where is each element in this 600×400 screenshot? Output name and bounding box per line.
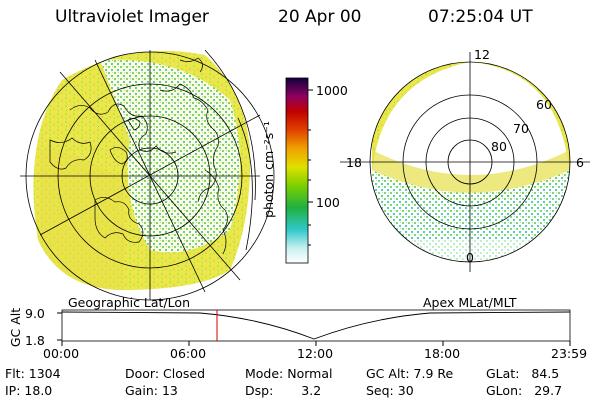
colorbar-unit-label: photon cm⁻²s⁻¹	[260, 121, 276, 218]
polar-image	[340, 52, 590, 272]
glat-field: GLat: 84.5	[486, 366, 559, 381]
gain-field: Gain: 13	[125, 383, 178, 398]
glon-label: GLon:	[486, 383, 523, 398]
seq-field: Seq: 30	[366, 383, 414, 398]
altitude-tick-low: 1.8	[25, 333, 45, 348]
time-label: 07:25:04 UT	[428, 7, 533, 27]
time-tick-0600: 06:00	[170, 346, 207, 361]
door-label: Door:	[125, 366, 160, 381]
gain-label: Gain:	[125, 383, 158, 398]
mode-field: Mode: Normal	[245, 366, 333, 381]
colorbar-tick-100: 100	[316, 195, 340, 210]
instrument-title: Ultraviolet Imager	[55, 7, 209, 27]
time-tick-1200: 12:00	[297, 346, 334, 361]
time-tick-1800: 18:00	[424, 346, 461, 361]
gc-alt-label: GC Alt:	[366, 366, 410, 381]
gc-alt-field: GC Alt: 7.9 Re	[366, 366, 453, 381]
left-panel-label: Geographic Lat/Lon	[68, 295, 190, 310]
altitude-plot	[57, 309, 571, 346]
mlt-label-0: 0	[466, 250, 474, 265]
date-label: 20 Apr 00	[278, 7, 362, 27]
ip-label: IP:	[5, 383, 21, 398]
time-tick-2359: 23:59	[551, 346, 588, 361]
gc-alt-value: 7.9 Re	[413, 366, 454, 381]
time-tick-0000: 00:00	[43, 346, 80, 361]
ip-field: IP: 18.0	[5, 383, 52, 398]
mlat-label-60: 60	[536, 97, 552, 112]
mlt-label-12: 12	[474, 47, 490, 62]
glon-field: GLon: 29.7	[486, 383, 562, 398]
ip-value: 18.0	[24, 383, 53, 398]
mlt-label-6: 6	[576, 155, 584, 170]
colorbar	[285, 77, 313, 264]
door-value: Closed	[163, 366, 206, 381]
colorbar-tick-1000: 1000	[316, 83, 348, 98]
seq-label: Seq:	[366, 383, 394, 398]
mlt-label-18: 18	[346, 155, 362, 170]
mode-value: Normal	[287, 366, 333, 381]
gain-value: 13	[161, 383, 178, 398]
glat-label: GLat:	[486, 366, 520, 381]
mlat-label-70: 70	[513, 121, 529, 136]
mode-label: Mode:	[245, 366, 284, 381]
mlat-label-80: 80	[491, 139, 507, 154]
geographic-image	[20, 49, 275, 301]
door-field: Door: Closed	[125, 366, 205, 381]
seq-value: 30	[397, 383, 414, 398]
flight-field: Flt: 1304	[5, 366, 61, 381]
dsp-field: Dsp: 3.2	[245, 383, 321, 398]
altitude-axis-label: GC Alt	[8, 307, 24, 348]
altitude-tick-high: 9.0	[25, 306, 45, 321]
flight-value: 1304	[28, 366, 61, 381]
glat-value: 84.5	[531, 366, 560, 381]
flight-label: Flt:	[5, 366, 25, 381]
right-panel-label: Apex MLat/MLT	[423, 295, 517, 310]
dsp-value: 3.2	[301, 383, 322, 398]
dsp-label: Dsp:	[245, 383, 274, 398]
glon-value: 29.7	[534, 383, 563, 398]
